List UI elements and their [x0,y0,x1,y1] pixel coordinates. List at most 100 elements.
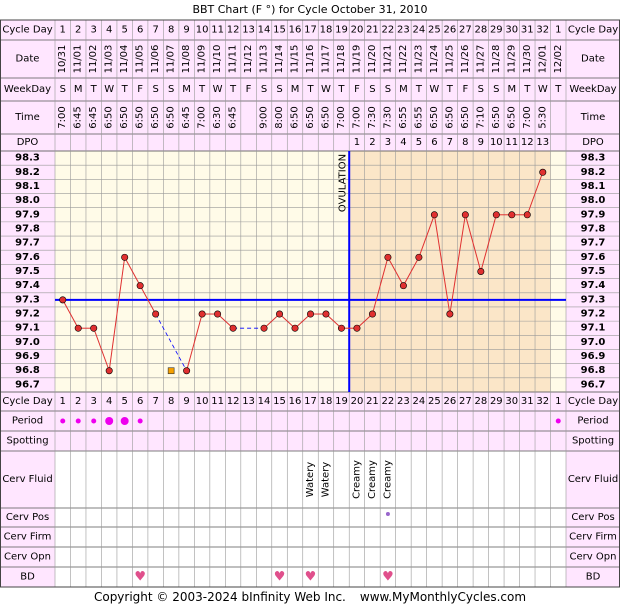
date-cell: 12/02 [553,45,564,74]
temp-line-segment [108,257,126,371]
date-cell: 11/14 [274,45,285,74]
date-cell: 11/21 [382,45,393,74]
time-cell: 6:50 [166,106,177,128]
temp-line-segment [139,285,157,315]
cycle-day-cell-bottom: 10 [196,396,209,407]
y-tick-label: 97.9 [15,209,40,220]
ovulation-label: OVULATION [338,154,349,212]
date-cell: 11/03 [104,45,115,74]
weekday-cell: M [399,84,408,95]
time-cell: 5:30 [537,106,548,128]
date-cell: 11/28 [491,45,502,74]
temp-point [152,310,160,318]
row-label-right-cerv-pos: Cerv Pos [571,512,614,523]
weekday-cell: W [104,84,114,95]
cycle-day-cell-bottom: 31 [521,396,534,407]
y-tick-label: 96.9 [15,351,40,362]
cycle-day-cell-bottom: 14 [258,396,271,407]
weekday-cell: T [198,84,206,95]
cycle-day-cell: 4 [106,25,112,36]
weekday-cell: T [446,84,454,95]
temp-point [415,253,423,261]
temp-gap-line [155,313,187,371]
date-cell: 11/30 [522,45,533,74]
row-label-right-period: Period [577,416,608,427]
cycle-day-cell: 7 [152,25,158,36]
site-link[interactable]: www.MyMonthlyCycles.com [360,590,526,604]
cycle-day-cell: 23 [397,25,410,36]
cycle-day-cell: 21 [366,25,379,36]
y-tick-label: 97.2 [15,309,40,320]
period-dot [91,418,97,424]
date-cell: 11/04 [119,45,130,74]
y-tick-label: 98.3 [15,153,40,164]
weekday-cell: F [137,84,143,95]
row-label-right-cycle-day: Cycle Day [568,396,618,407]
time-cell: 6:50 [460,106,471,128]
row-label-date: Date [16,54,40,65]
temp-point [430,211,438,219]
weekday-cell: F [246,84,252,95]
cycle-day-cell-bottom: 26 [443,396,456,407]
cycle-day-cell-bottom: 21 [366,396,379,407]
cycle-day-cell: 5 [121,25,127,36]
copyright-text: Copyright © 2003-2024 bInfinity Web Inc. [94,590,346,604]
row-label-cerv-pos: Cerv Pos [6,512,49,523]
y-tick-label: 97.6 [15,252,40,263]
cycle-day-cell: 6 [137,25,143,36]
weekday-cell: T [121,84,129,95]
temp-point [399,282,407,290]
time-cell: 6:50 [491,106,502,128]
cycle-day-cell: 3 [91,25,97,36]
date-cell: 11/25 [444,45,455,74]
left-axis-background [0,151,55,392]
y-tick-label-right: 97.1 [581,323,606,334]
weekday-cell: M [291,84,300,95]
weekday-cell: M [74,84,83,95]
cycle-day-cell-bottom: 24 [413,396,426,407]
cycle-day-cell: 18 [320,25,333,36]
time-cell: 6:50 [135,106,146,128]
cycle-day-cell-bottom: 19 [335,396,348,407]
bd-heart-icon: ♥ [382,570,394,585]
time-cell: 7:00 [336,106,347,128]
time-cell: 6:50 [444,106,455,128]
cycle-day-cell-bottom: 9 [183,396,189,407]
cycle-day-cell-bottom: 1 [555,396,561,407]
weekday-cell: S [168,84,174,95]
date-cell: 11/20 [367,45,378,74]
temp-point [90,324,98,332]
temp-point [198,310,206,318]
y-tick-label: 97.3 [15,294,40,305]
time-cell: 6:45 [228,106,239,128]
backgrounds-layer [0,20,620,587]
cycle-day-cell-bottom: 18 [320,396,333,407]
text-layer: Cycle Day Cycle Day Date Date WeekDay WeekDay… [2,25,618,583]
temp-line-segment [464,214,482,272]
data-layer: ♥ ♥ ♥ ♥ [59,168,561,585]
time-cell: 7:00 [197,106,208,128]
row-label-right-cerv-firm: Cerv Firm [569,532,617,543]
time-cell: 9:00 [259,106,270,128]
cycle-day-cell: 32 [536,25,549,36]
date-cell: 11/10 [212,45,223,74]
time-cell: 7:00 [351,106,362,128]
date-cell: 11/27 [475,45,486,74]
dpo-cell: 1 [354,137,360,148]
date-cell: 11/13 [259,45,270,74]
date-cell: 11/09 [197,45,208,74]
dpo-cell: 2 [369,137,375,148]
y-tick-label-right: 97.3 [581,294,606,305]
row-label-cerv-opn: Cerv Opn [4,552,51,563]
y-tick-label: 97.1 [15,323,40,334]
weekday-cell: S [493,84,499,95]
date-cell: 11/16 [305,45,316,74]
dpo-cell: 8 [462,137,468,148]
row-label-period: Period [12,416,43,427]
cycle-day-cell-bottom: 12 [227,396,240,407]
temp-line-segment [62,299,79,329]
cycle-day-cell-bottom: 3 [91,396,97,407]
temp-point [276,310,284,318]
row-label-right-cycle-day: Cycle Day [568,25,618,36]
cerv-fluid-cell: Watery [305,462,316,498]
